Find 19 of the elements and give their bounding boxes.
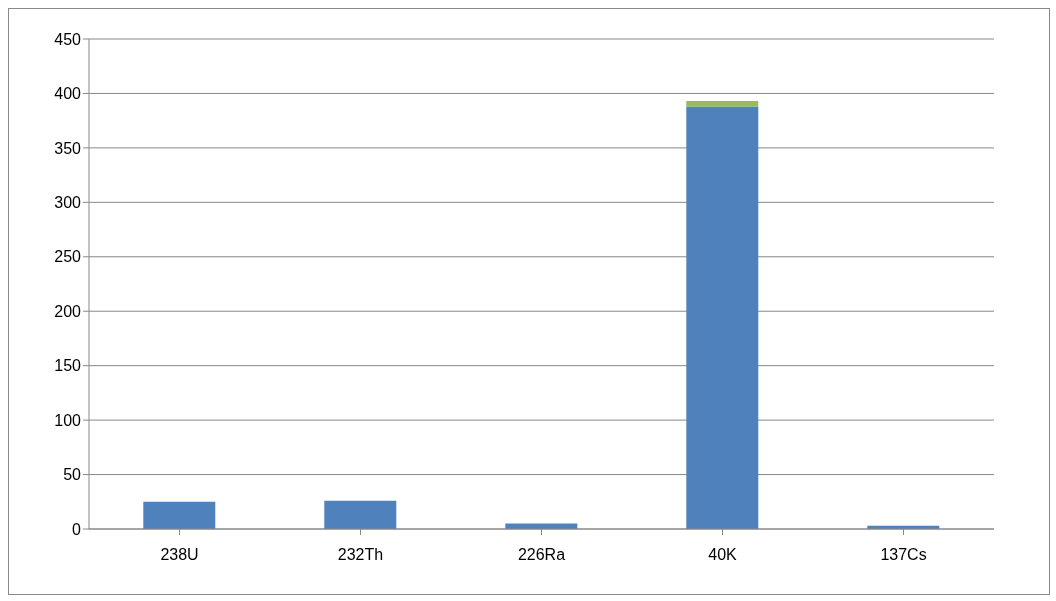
y-tick-label: 350	[54, 139, 82, 157]
y-tick-label: 400	[54, 85, 82, 103]
x-tick-label: 226Ra	[517, 546, 566, 564]
bar	[686, 106, 759, 529]
x-tick-label: 238U	[160, 546, 199, 564]
y-tick-label: 0	[72, 520, 82, 538]
y-tick-label: 50	[63, 466, 82, 484]
y-tick-label: 450	[54, 30, 82, 48]
bar	[686, 101, 759, 107]
y-tick-label: 100	[54, 411, 82, 429]
bar	[324, 500, 397, 529]
x-tick-label: 40K	[708, 546, 738, 564]
y-tick-label: 150	[54, 357, 82, 375]
x-tick-label: 137Cs	[880, 546, 927, 564]
y-tick-label: 300	[54, 194, 82, 212]
x-tick-label: 232Th	[337, 546, 384, 564]
y-tick-label: 250	[54, 248, 82, 266]
bar	[143, 501, 216, 529]
y-tick-label: 200	[54, 302, 82, 320]
